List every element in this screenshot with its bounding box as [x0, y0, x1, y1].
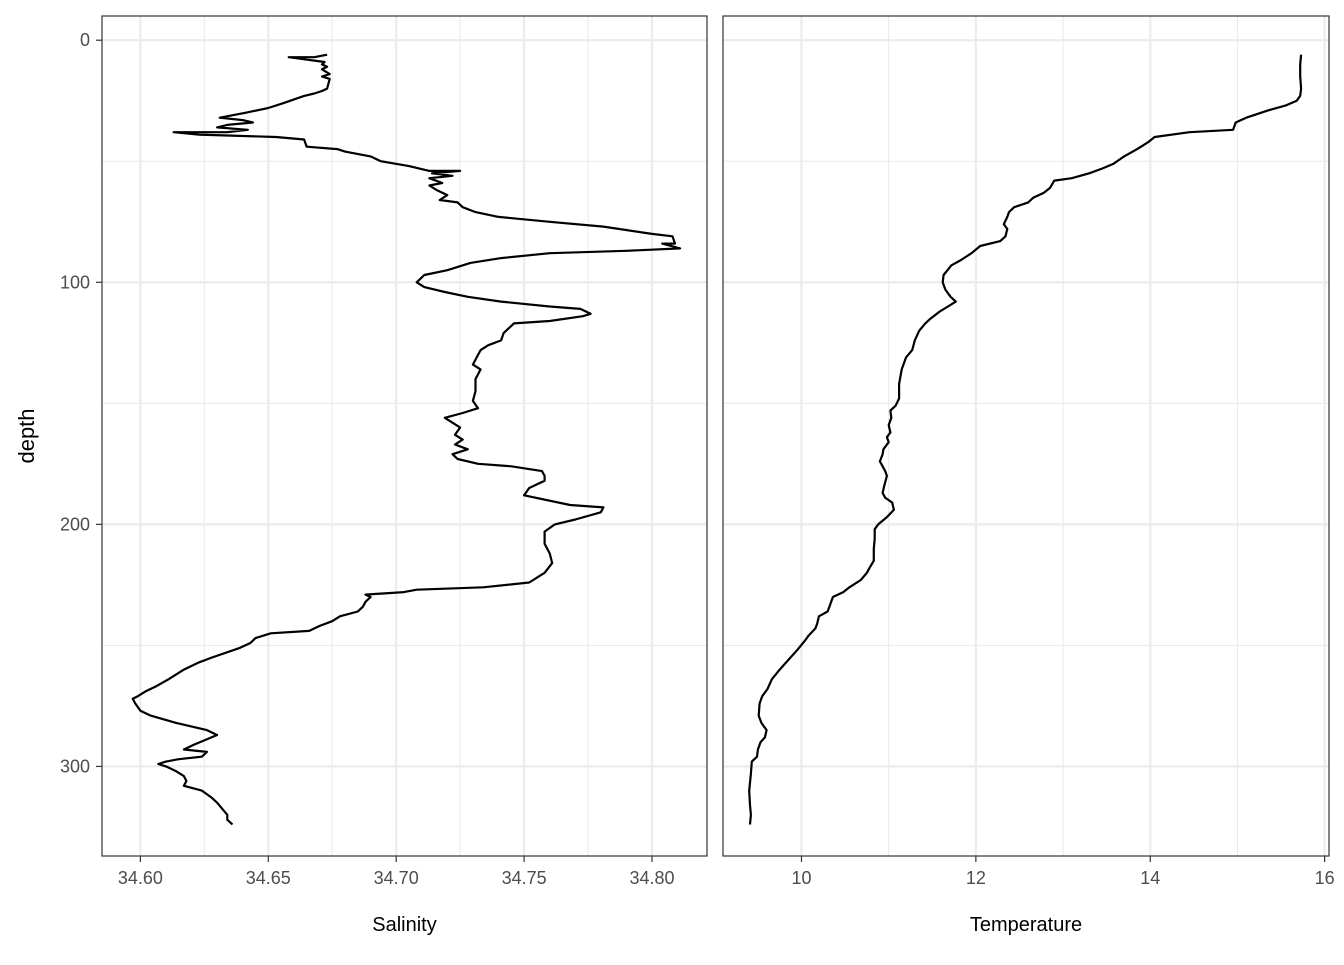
panel-background: [102, 16, 707, 856]
panel-border: [101, 15, 708, 857]
x-axis-title-temperature: Temperature: [970, 914, 1082, 936]
y-tick-label: 200: [60, 514, 90, 534]
y-axis-title: depth: [14, 408, 39, 463]
x-tick-label: 34.80: [629, 868, 674, 888]
x-tick-label: 34.65: [246, 868, 291, 888]
x-tick-label: 34.70: [374, 868, 419, 888]
y-tick-label: 300: [60, 756, 90, 776]
x-tick-label: 10: [791, 868, 811, 888]
y-tick-label: 0: [80, 30, 90, 50]
panel-temperature: 10 12 14 16 Temperature: [722, 15, 1335, 936]
x-tick-label: 12: [966, 868, 986, 888]
x-tick-label: 34.75: [502, 868, 547, 888]
salinity-profile-line: [131, 53, 682, 826]
x-tick-label: 14: [1140, 868, 1160, 888]
temperature-profile-line: [748, 54, 1303, 825]
y-tick-label: 100: [60, 272, 90, 292]
panel-border: [722, 15, 1330, 857]
panel-background: [723, 16, 1329, 856]
x-axis-title-salinity: Salinity: [372, 914, 436, 936]
panel-salinity: 34.60 34.65 34.70 34.75 34.80 Salinity 0 100 200…: [60, 15, 708, 936]
x-tick-label: 34.60: [118, 868, 163, 888]
x-tick-label: 16: [1315, 868, 1335, 888]
